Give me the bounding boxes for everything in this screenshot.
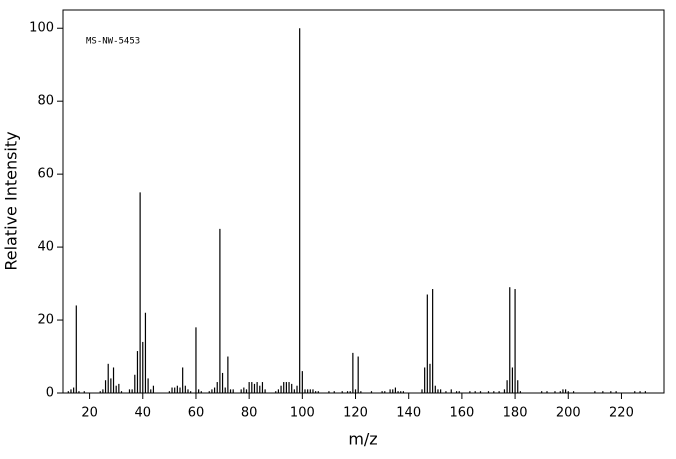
x-axis-label: m/z (348, 430, 377, 449)
y-tick-label: 60 (37, 167, 54, 182)
y-tick-label: 80 (37, 94, 54, 109)
x-tick-label: 160 (449, 406, 474, 421)
x-tick-label: 100 (290, 406, 315, 421)
y-tick-label: 0 (46, 386, 54, 401)
x-tick-label: 140 (396, 406, 421, 421)
plot-frame (62, 9, 665, 394)
annotation: MS-NW-5453 (86, 37, 140, 47)
x-tick-label: 120 (343, 406, 368, 421)
x-tick-label: 200 (556, 406, 581, 421)
x-tick-label: 80 (241, 406, 258, 421)
y-tick-label: 100 (29, 21, 54, 36)
x-tick-label: 60 (188, 406, 205, 421)
x-tick-label: 40 (135, 406, 152, 421)
y-tick-label: 20 (37, 313, 54, 328)
x-tick-label: 220 (609, 406, 634, 421)
y-tick-label: 40 (37, 240, 54, 255)
x-tick-label: 20 (81, 406, 98, 421)
x-tick-label: 180 (503, 406, 528, 421)
y-axis-label: Relative Intensity (2, 131, 21, 270)
